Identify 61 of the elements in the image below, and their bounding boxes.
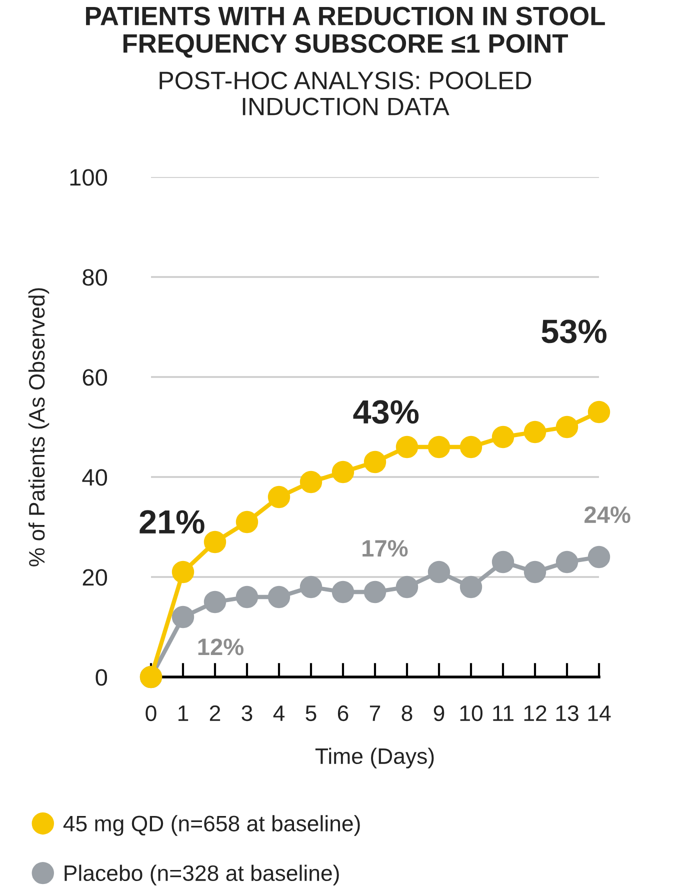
x-tick-label: 6 bbox=[338, 705, 348, 722]
x-axis-title: Time (Days) bbox=[315, 748, 434, 768]
y-tick-label: 60 bbox=[82, 369, 108, 386]
point bbox=[300, 470, 322, 494]
y-tick-label: 0 bbox=[96, 669, 108, 686]
point bbox=[524, 560, 546, 584]
point bbox=[236, 510, 258, 534]
annotation: 24% bbox=[584, 506, 630, 524]
point bbox=[236, 586, 258, 608]
point bbox=[492, 550, 514, 574]
x-tick-label: 3 bbox=[242, 705, 252, 722]
x-tick-label: 7 bbox=[370, 706, 380, 721]
point bbox=[364, 450, 386, 474]
point bbox=[428, 436, 450, 458]
y-tick-label: 100 bbox=[70, 169, 108, 186]
annotation: 21% bbox=[140, 510, 204, 534]
point bbox=[460, 436, 482, 458]
point bbox=[332, 460, 354, 484]
point bbox=[172, 606, 194, 628]
point bbox=[556, 416, 578, 438]
point bbox=[588, 546, 610, 568]
point bbox=[364, 580, 386, 604]
annotation: 17% bbox=[362, 540, 408, 557]
x-tick-label: 8 bbox=[402, 705, 412, 722]
point bbox=[588, 400, 610, 424]
y-tick-label: 40 bbox=[82, 469, 108, 486]
point bbox=[268, 586, 290, 608]
point bbox=[460, 576, 482, 598]
annotation: 53% bbox=[542, 320, 606, 344]
point bbox=[204, 590, 226, 614]
point bbox=[172, 560, 194, 584]
x-tick-label: 11 bbox=[493, 706, 514, 721]
y-tick-label: 20 bbox=[82, 569, 108, 586]
annotation: 12% bbox=[198, 638, 244, 656]
point bbox=[428, 560, 450, 584]
point bbox=[556, 550, 578, 574]
point bbox=[268, 486, 290, 508]
x-tick-label: 9 bbox=[434, 705, 444, 722]
legend-label: Placebo (n=328 at baseline) bbox=[64, 864, 339, 886]
annotation: 43% bbox=[353, 400, 419, 424]
legend-label: 45 mg QD (n=658 at baseline) bbox=[63, 815, 360, 836]
y-tick-label: 80 bbox=[82, 269, 108, 286]
chart-title: PATIENTS WITH A REDUCTION IN STOOL FREQUENCY SUBSCORE ≤1 POINT bbox=[86, 6, 605, 58]
x-tick-label: 1 bbox=[178, 706, 188, 721]
y-axis-title: % of Patients (As Observed) bbox=[28, 288, 50, 566]
point bbox=[396, 436, 418, 458]
x-tick-label: 5 bbox=[306, 706, 316, 722]
point bbox=[332, 580, 354, 604]
x-tick-label: 10 bbox=[460, 705, 482, 722]
chart-subtitle: POST-HOC ANALYSIS: POOLED INDUCTION DATA bbox=[160, 72, 532, 116]
point bbox=[204, 530, 226, 554]
x-tick-label: 14 bbox=[588, 706, 611, 721]
x-tick-label: 4 bbox=[273, 706, 285, 721]
point bbox=[492, 426, 514, 448]
x-tick-label: 0 bbox=[146, 705, 156, 722]
point bbox=[524, 420, 546, 444]
x-tick-label: 13 bbox=[556, 705, 578, 722]
point bbox=[396, 576, 418, 598]
x-tick-label: 12 bbox=[524, 705, 546, 721]
point bbox=[300, 576, 322, 598]
x-tick-label: 2 bbox=[210, 705, 220, 721]
